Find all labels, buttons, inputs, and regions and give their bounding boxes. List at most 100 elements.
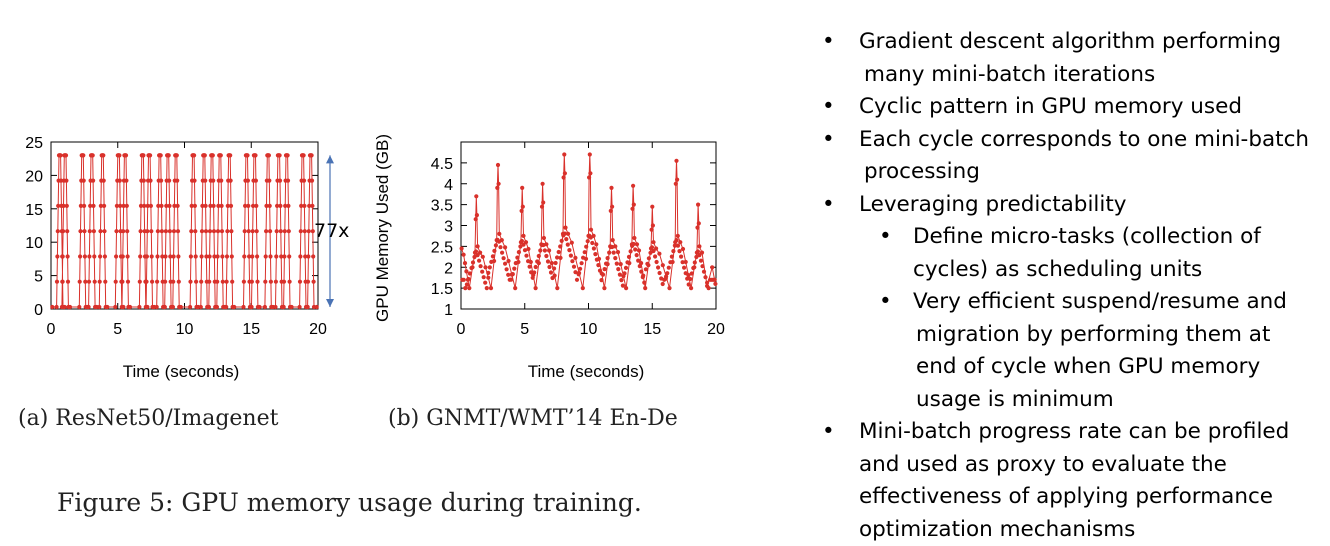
- chart-a-data-point: [159, 229, 164, 234]
- chart-b-data-point: [470, 260, 476, 265]
- chart-b-data-point: [559, 238, 564, 243]
- chart-b-data-point: [540, 181, 545, 186]
- chart-a-data-point: [219, 203, 224, 208]
- chart-b-data-point: [582, 250, 587, 255]
- chart-a-data-point: [65, 279, 71, 284]
- chart-a-data-point: [250, 254, 255, 259]
- bullet-line: and used as proxy to evaluate the: [859, 451, 1227, 477]
- chart-b-ytick-label: 3.5: [431, 198, 453, 215]
- chart-b-data-point: [588, 227, 594, 232]
- chart-b-data-point: [682, 265, 687, 270]
- chart-a-data-point: [282, 254, 287, 259]
- chart-b-data-point: [610, 244, 615, 250]
- chart-b-data-point: [665, 271, 670, 276]
- chart-b-data-point: [680, 260, 685, 265]
- chart-a-data-point: [224, 304, 229, 310]
- chart-a-data-point: [242, 254, 247, 259]
- chart-b-data-point: [520, 185, 525, 190]
- bullet-line: Gradient descent algorithm performing: [859, 29, 1282, 54]
- chart-b-data-point: [668, 260, 673, 265]
- bullet-line: effectiveness of applying performance: [859, 484, 1274, 509]
- bullet-line: cycles) as scheduling units: [913, 256, 1203, 282]
- chart-b-data-point: [512, 266, 517, 271]
- chart-b-data-point: [610, 204, 615, 209]
- chart-b-data-point: [640, 275, 645, 280]
- chart-a-data-point: [175, 203, 180, 208]
- chart-a-data-point: [297, 304, 302, 310]
- chart-a-data-point: [102, 203, 107, 208]
- chart-b-ytick-label: 2: [444, 260, 453, 277]
- chart-a-data-point: [285, 178, 291, 183]
- bullet-line: end of cycle when GPU memory: [916, 354, 1261, 379]
- chart-a-data-point: [219, 229, 225, 234]
- chart-b-data-point: [688, 276, 693, 282]
- chart-b-data-point: [660, 263, 665, 268]
- chart-b-data-point: [526, 259, 531, 264]
- figure: 0 5 10 15 20 25 0 5 10 15 20 Time (seconds) 77x 1…: [18, 134, 725, 517]
- chart-b-data-point: [539, 204, 545, 209]
- chart-b-data-point: [696, 202, 701, 207]
- chart-b-data-point: [637, 264, 642, 269]
- chart-a-data-point: [88, 203, 93, 208]
- chart-b-data-point: [506, 258, 511, 264]
- chart-a-data-point: [210, 153, 215, 158]
- chart-b-data-point: [464, 269, 469, 274]
- chart-a-arrow-head: [326, 298, 334, 307]
- chart-a-data-point: [198, 304, 203, 310]
- chart-b-data-point: [516, 250, 522, 255]
- bullet-line: Mini-batch progress rate can be profiled: [859, 419, 1290, 444]
- bullet-line: processing: [864, 159, 980, 184]
- chart-b-data-point: [550, 275, 555, 281]
- chart-a-data-point: [249, 304, 254, 310]
- chart-b-data-point: [588, 171, 593, 176]
- chart-a-data-point: [282, 229, 287, 234]
- chart-a-data-point: [207, 229, 213, 234]
- chart-a-data-point: [302, 203, 307, 208]
- chart-a-data-point: [91, 229, 96, 234]
- chart-b-data-point: [562, 152, 567, 157]
- chart-a-data-point: [166, 153, 171, 158]
- chart-b-data-point: [497, 231, 502, 236]
- chart-a-data-point: [55, 254, 60, 259]
- chart-a-data-point: [251, 203, 256, 208]
- bullet-glyph: •: [822, 126, 835, 152]
- chart-b-data-point: [691, 265, 696, 271]
- chart-a-data-point: [305, 304, 310, 310]
- chart-a-data-point: [268, 229, 273, 234]
- chart-a-data-point: [188, 254, 193, 259]
- chart-a-data-point: [241, 304, 246, 310]
- chart-a-data-point: [142, 203, 147, 208]
- chart-b-data-point: [529, 270, 534, 275]
- chart-a-data-point: [113, 279, 118, 284]
- chart-a-data-point: [189, 229, 194, 234]
- chart-b-data-point: [613, 256, 618, 261]
- chart-a-ytick-label: 15: [25, 202, 43, 219]
- bullet-line: Cyclic pattern in GPU memory used: [859, 94, 1242, 119]
- chart-a-data-point: [193, 254, 198, 259]
- chart-b-xlabel: Time (seconds): [528, 362, 645, 381]
- chart-b-data-point: [549, 261, 554, 266]
- chart-b-data-point: [634, 242, 640, 247]
- chart-a-data-point: [141, 153, 146, 158]
- chart-a-data-point: [83, 279, 88, 284]
- chart-b-data-point: [626, 254, 632, 259]
- chart-b-data-point: [633, 247, 638, 252]
- chart-a-data-point: [211, 178, 216, 183]
- chart-a-data-point: [230, 279, 235, 284]
- chart-a-data-point: [60, 254, 65, 259]
- chart-b-data-point: [461, 252, 466, 257]
- chart-a-data-point: [287, 279, 292, 284]
- chart-b-data-point: [552, 266, 557, 271]
- chart-a-data-point: [224, 254, 230, 259]
- chart-a-data-point: [200, 203, 205, 208]
- chart-a-data-point: [314, 304, 319, 310]
- chart-a-data-point: [246, 203, 251, 208]
- chart-b-data-point: [632, 235, 637, 241]
- chart-a-ytick-label: 5: [34, 269, 43, 286]
- chart-a-data-point: [245, 153, 250, 158]
- chart-b-data-point: [487, 265, 492, 270]
- chart-a-data-point: [118, 203, 123, 208]
- chart-b-data-point: [587, 175, 592, 180]
- chart-b-data-point: [463, 286, 468, 291]
- chart-a-data-point: [249, 279, 254, 284]
